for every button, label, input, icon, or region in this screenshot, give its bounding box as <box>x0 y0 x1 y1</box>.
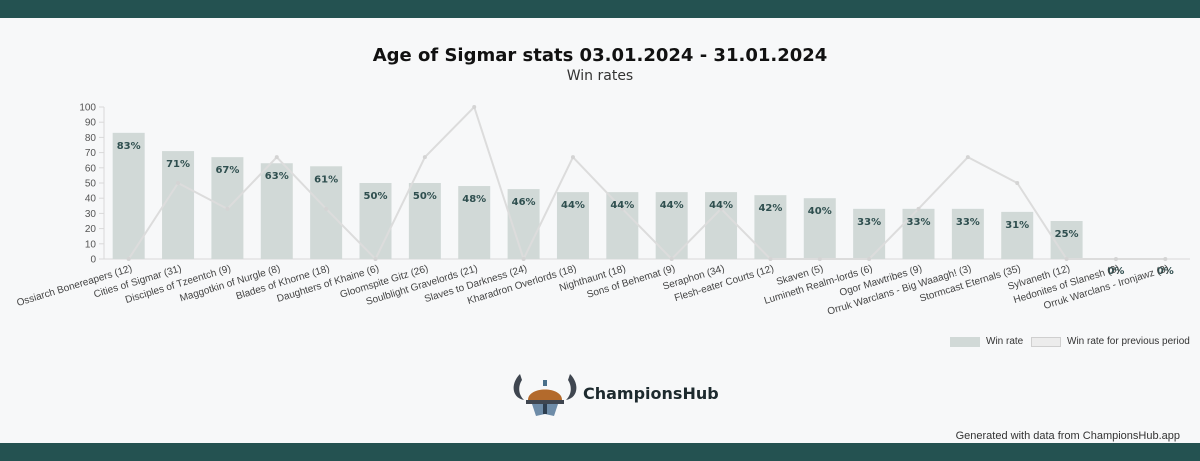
footer-note: Generated with data from ChampionsHub.ap… <box>955 430 1180 442</box>
bar-win-rate <box>556 192 589 259</box>
bar-win-rate <box>359 183 392 259</box>
bar-data-label: 67% <box>215 165 239 176</box>
point-previous-period <box>570 155 575 160</box>
bar-data-label: 40% <box>808 206 832 217</box>
point-previous-period <box>521 257 526 261</box>
bar-win-rate <box>951 208 984 259</box>
bar-data-label: 33% <box>956 217 980 228</box>
bar-data-label: 44% <box>610 200 634 211</box>
point-previous-period <box>324 206 329 211</box>
bar-win-rate <box>458 186 491 259</box>
y-tick-label: 0 <box>90 255 96 266</box>
bar-data-label: 31% <box>1005 220 1029 231</box>
point-previous-period <box>176 181 181 185</box>
bar-data-label: 0% <box>1157 266 1174 277</box>
point-previous-period <box>916 206 921 211</box>
bar-win-rate <box>1050 221 1083 259</box>
bar-data-label: 71% <box>166 159 190 170</box>
bar-win-rate <box>408 183 441 259</box>
y-tick-label: 90 <box>85 118 97 129</box>
point-previous-period <box>373 257 378 261</box>
legend-item-win-rate[interactable]: Win rate <box>950 336 1023 347</box>
point-previous-period <box>768 257 773 261</box>
point-previous-period <box>867 257 872 261</box>
point-previous-period <box>225 206 230 211</box>
y-tick-label: 10 <box>85 239 97 250</box>
bar-data-label: 46% <box>512 197 536 208</box>
legend-item-previous-period[interactable]: Win rate for previous period <box>1031 336 1190 347</box>
bar-data-label: 50% <box>364 191 388 202</box>
bar-data-label: 33% <box>907 217 931 228</box>
y-tick-label: 60 <box>85 163 97 174</box>
point-previous-period <box>274 155 279 160</box>
bar-data-label: 42% <box>758 203 782 214</box>
point-previous-period <box>1113 257 1118 261</box>
point-previous-period <box>1064 257 1069 261</box>
bar-win-rate <box>310 166 343 259</box>
bar-data-label: 83% <box>117 141 141 152</box>
point-previous-period <box>1163 257 1168 261</box>
bar-win-rate <box>902 208 935 259</box>
point-previous-period <box>472 105 477 109</box>
chart-subtitle: Win rates <box>566 68 634 84</box>
bar-win-rate <box>1001 211 1034 259</box>
bar-data-label: 0% <box>1107 266 1124 277</box>
bar-win-rate <box>803 198 836 259</box>
bar-win-rate <box>112 132 145 259</box>
y-tick-label: 100 <box>79 103 96 114</box>
bar-data-label: 48% <box>462 194 486 205</box>
bar-win-rate <box>705 192 738 259</box>
point-previous-period <box>965 155 970 160</box>
bar-win-rate <box>853 208 886 259</box>
point-previous-period <box>620 206 625 211</box>
chart-title: Age of Sigmar stats 03.01.2024 - 31.01.2… <box>372 45 828 66</box>
y-tick-label: 50 <box>85 179 97 190</box>
championshub-logo-icon <box>513 374 577 416</box>
bar-data-label: 44% <box>561 200 585 211</box>
point-previous-period <box>422 155 427 160</box>
point-previous-period <box>719 206 724 211</box>
line-previous-period <box>127 106 1166 260</box>
y-tick-label: 70 <box>85 148 97 159</box>
bar-data-label: 25% <box>1055 229 1079 240</box>
win-rate-chart: 0 10 20 30 40 50 60 70 80 90 100 83% 71% 67% 63% 61% 50%… <box>16 103 1190 318</box>
bar-win-rate <box>162 151 195 259</box>
bar-win-rate <box>260 163 293 259</box>
y-tick-label: 30 <box>85 209 97 220</box>
bar-data-label: 61% <box>314 174 338 185</box>
bar-data-label: 63% <box>265 171 289 182</box>
legend-swatch-previous-period <box>1031 336 1061 347</box>
bar-data-label: 50% <box>413 191 437 202</box>
point-previous-period <box>126 257 131 261</box>
bar-data-label: 33% <box>857 217 881 228</box>
brand-name: ChampionsHub <box>583 384 719 403</box>
bar-win-rate <box>606 192 639 259</box>
point-previous-period <box>669 257 674 261</box>
legend-label-previous-period: Win rate for previous period <box>1067 336 1190 347</box>
y-tick-label: 20 <box>85 224 97 235</box>
legend-label-win-rate: Win rate <box>986 336 1024 347</box>
legend-swatch-win-rate <box>950 336 980 347</box>
y-tick-label: 80 <box>85 133 97 144</box>
bottom-frame-bar <box>0 443 1200 461</box>
y-tick-label: 40 <box>85 194 97 205</box>
top-frame-bar <box>0 0 1200 18</box>
point-previous-period <box>1015 181 1020 185</box>
point-previous-period <box>817 257 822 261</box>
bar-data-label: 44% <box>709 200 733 211</box>
bar-data-label: 44% <box>660 200 684 211</box>
